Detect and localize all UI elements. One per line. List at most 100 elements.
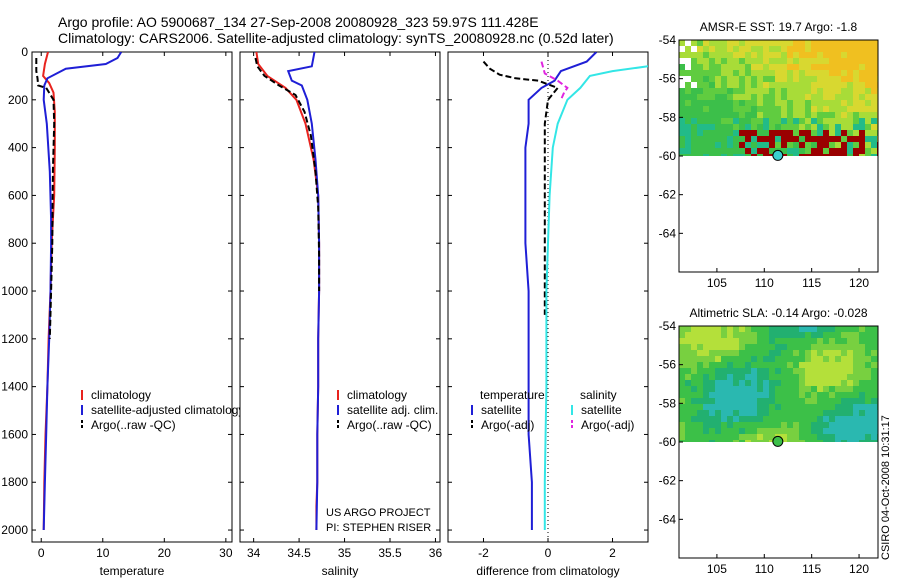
map-cell [691, 70, 698, 77]
map-cell [769, 100, 776, 107]
map-cell [775, 338, 782, 345]
x-axis-label: temperature [100, 564, 165, 578]
map-cell [685, 46, 692, 53]
legend-label: Argo(-adj) [581, 418, 634, 432]
map-cell [727, 82, 734, 89]
map-cell [703, 46, 710, 53]
map-cell [853, 112, 860, 119]
series-line-2 [543, 65, 648, 530]
map-cell [715, 46, 722, 53]
map-cell [727, 386, 734, 393]
map-cell [871, 46, 878, 53]
map-cell [709, 154, 716, 156]
map-cell [721, 106, 728, 113]
map-cell [727, 40, 734, 47]
map-cell [847, 344, 854, 351]
map-cell [829, 58, 836, 65]
map-cell [799, 440, 806, 442]
map-cell [871, 52, 878, 59]
map-cell [805, 362, 812, 369]
map-cell [817, 40, 824, 47]
map-cell [751, 398, 758, 405]
map-cell [805, 338, 812, 345]
map-cell [793, 136, 800, 143]
map-cell [745, 356, 752, 363]
map-cell [871, 368, 878, 375]
map-cell [871, 344, 878, 351]
map-cell [727, 124, 734, 131]
map-cell [787, 428, 794, 435]
map-cell [691, 392, 698, 399]
map-cell [829, 46, 836, 53]
map-cell [727, 326, 734, 333]
map-cell [757, 46, 764, 53]
map-cell [709, 130, 716, 137]
map-cell [757, 392, 764, 399]
header-line-1: Argo profile: AO 5900687_134 27-Sep-2008… [58, 14, 539, 30]
map-cell [823, 386, 830, 393]
map-cell [703, 40, 710, 47]
map-cell [757, 356, 764, 363]
map-cell [691, 422, 698, 429]
map-cell [691, 404, 698, 411]
map-cell [691, 434, 698, 441]
map-cell [733, 374, 740, 381]
map-cell [823, 76, 830, 83]
map-cell [847, 350, 854, 357]
map-cell [859, 142, 866, 149]
map-cell [817, 46, 824, 53]
map-cell [721, 434, 728, 441]
legend-label: Argo(..raw -QC) [91, 418, 176, 432]
map-cell [775, 368, 782, 375]
map-cell [871, 428, 878, 435]
x-tick-label: 110 [755, 276, 774, 290]
map-cell [703, 428, 710, 435]
map-cell [751, 350, 758, 357]
map-cell [871, 124, 878, 131]
map-cell [847, 326, 854, 333]
map-cell [679, 136, 686, 143]
map-cell [793, 58, 800, 65]
map-cell [703, 88, 710, 95]
map-cell [685, 40, 692, 47]
map-cell [715, 338, 722, 345]
map-cell [703, 338, 710, 345]
map-cell [691, 64, 698, 71]
map-cell [871, 326, 878, 333]
map-cell [865, 410, 872, 417]
map-cell [817, 404, 824, 411]
map-cell [727, 344, 734, 351]
map-cell [703, 106, 710, 113]
map-cell [763, 82, 770, 89]
map-cell [853, 142, 860, 149]
x-tick-label: 20 [158, 546, 172, 560]
map-cell [799, 148, 806, 155]
map-cell [847, 362, 854, 369]
map-cell [871, 148, 878, 155]
map-cell [853, 76, 860, 83]
map-cell [865, 88, 872, 95]
y-tick-label: 1600 [1, 427, 28, 441]
map-cell [751, 380, 758, 387]
map-cell [817, 398, 824, 405]
map-cell [781, 416, 788, 423]
map-cell [841, 88, 848, 95]
map-cell [871, 404, 878, 411]
map-cell [697, 82, 704, 89]
map-cell [751, 106, 758, 113]
map-cell [817, 338, 824, 345]
map-cell [733, 100, 740, 107]
map-cell [733, 118, 740, 125]
map-cell [709, 64, 716, 71]
legend-label: Argo(..raw -QC) [347, 418, 432, 432]
map-cell [769, 338, 776, 345]
map-cell [763, 326, 770, 333]
map-cell [685, 118, 692, 125]
map-cell [709, 118, 716, 125]
map-cell [859, 440, 866, 442]
map-cell [841, 64, 848, 71]
map-cell [697, 94, 704, 101]
map-cell [703, 100, 710, 107]
map-cell [739, 380, 746, 387]
map-cell [799, 40, 806, 47]
